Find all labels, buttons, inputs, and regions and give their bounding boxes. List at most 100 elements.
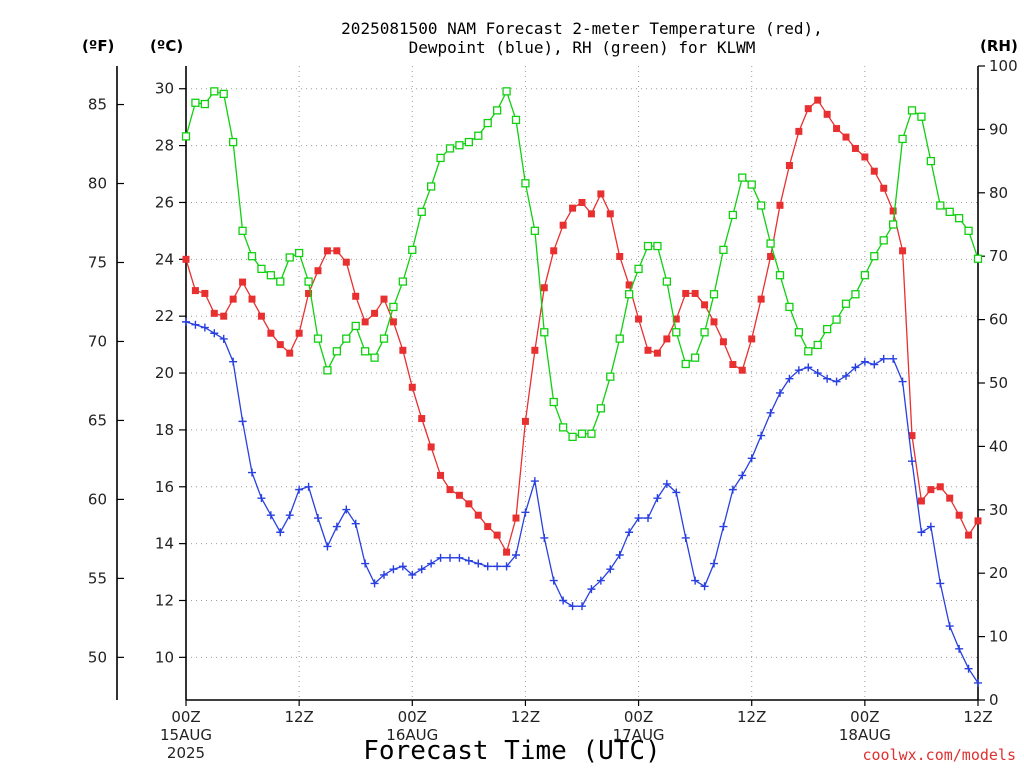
x-tick-label: 12Z xyxy=(737,708,766,726)
temperature-point xyxy=(559,221,567,229)
celsius-tick-label: 18 xyxy=(155,421,174,439)
rh-point xyxy=(285,253,294,262)
dewpoint-point xyxy=(446,553,454,562)
temperature-point xyxy=(389,318,397,326)
dewpoint-point xyxy=(521,508,530,517)
temperature-point xyxy=(701,301,709,309)
temperature-point xyxy=(682,289,690,297)
dewpoint-point xyxy=(926,522,935,531)
dewpoint-point xyxy=(964,664,973,673)
rh-point xyxy=(917,112,926,121)
chart-title-line2: Dewpoint (blue), RH (green) for KLWM xyxy=(409,38,756,57)
temperature-point xyxy=(493,531,501,539)
rh-point xyxy=(464,137,474,147)
dewpoint-point xyxy=(889,354,898,363)
rh-point xyxy=(794,328,804,337)
rh-point xyxy=(540,328,549,337)
rh-tick-label: 60 xyxy=(989,311,1008,329)
temperature-point xyxy=(314,267,322,275)
fahrenheit-tick-label: 55 xyxy=(88,569,107,587)
temperature-point xyxy=(380,295,388,303)
dewpoint-point xyxy=(323,542,332,551)
rh-tick-label: 0 xyxy=(989,691,999,709)
celsius-unit-label: (ºC) xyxy=(150,37,183,55)
rh-tick-label: 100 xyxy=(989,57,1018,75)
temperature-point xyxy=(531,346,539,354)
fahrenheit-tick-label: 60 xyxy=(88,490,107,508)
dewpoint-point xyxy=(351,519,360,528)
rh-point xyxy=(747,180,756,189)
celsius-tick-label: 16 xyxy=(155,478,174,496)
rh-point xyxy=(294,248,304,258)
fahrenheit-tick-label: 85 xyxy=(88,96,107,114)
dewpoint-point xyxy=(389,565,398,574)
dewpoint-point xyxy=(823,374,832,383)
rh-point xyxy=(492,106,502,115)
rh-point xyxy=(276,277,285,286)
temperature-point xyxy=(257,312,265,320)
x-tick-label: 2025 xyxy=(167,744,205,762)
temperature-point xyxy=(201,289,209,297)
axes xyxy=(116,66,979,701)
temperature-point xyxy=(182,255,190,263)
dewpoint-point xyxy=(870,360,879,369)
rh-point xyxy=(888,220,898,229)
temperature-point xyxy=(295,329,303,337)
temperature-point xyxy=(550,247,558,255)
dewpoint-point xyxy=(917,528,926,537)
rh-point xyxy=(804,347,813,356)
dewpoint-point xyxy=(766,408,775,417)
temperature-point xyxy=(965,531,973,539)
temperature-point xyxy=(625,281,633,289)
dewpoint-point xyxy=(568,602,577,611)
temperature-point xyxy=(917,497,925,505)
dewpoint-point xyxy=(332,522,341,531)
temperature-line xyxy=(185,99,979,554)
temperature-point xyxy=(814,96,822,104)
temperature-point xyxy=(899,247,907,255)
rh-point xyxy=(323,366,332,375)
temperature-point xyxy=(427,443,435,451)
rh-point xyxy=(549,397,558,407)
dewpoint-point xyxy=(191,320,200,329)
dewpoint-point xyxy=(634,514,643,523)
rh-point xyxy=(511,115,521,125)
temperature-point xyxy=(333,247,341,255)
temperature-point xyxy=(239,278,247,286)
temperature-point xyxy=(276,341,284,349)
rh-point xyxy=(332,347,342,356)
dewpoint-point xyxy=(370,579,379,588)
temperature-point xyxy=(342,258,350,266)
rh-point xyxy=(200,99,210,109)
rh-point xyxy=(558,423,568,432)
rh-point xyxy=(502,87,511,96)
dewpoint-point xyxy=(408,570,417,579)
temperature-point xyxy=(191,287,199,295)
rh-point xyxy=(210,87,219,96)
dewpoint-point xyxy=(502,562,511,571)
temperature-point xyxy=(446,486,454,494)
dewpoint-point xyxy=(210,329,219,338)
dewpoint-point xyxy=(455,553,464,562)
rh-point xyxy=(219,89,228,99)
temperature-point xyxy=(729,361,737,369)
temperature-point xyxy=(616,252,624,260)
dewpoint-point xyxy=(276,528,285,537)
temperature-point xyxy=(757,295,765,303)
temperature-point xyxy=(955,511,963,519)
rh-point xyxy=(898,134,907,144)
rh-point xyxy=(766,239,775,248)
temperature-point xyxy=(220,312,228,320)
temperature-point xyxy=(305,289,313,297)
rh-point xyxy=(860,271,870,280)
chart-title-line1: 2025081500 NAM Forecast 2-meter Temperat… xyxy=(341,19,823,38)
temperature-point xyxy=(569,204,577,212)
rh-point xyxy=(398,277,408,286)
temperature-point xyxy=(323,247,331,255)
rh-point xyxy=(672,328,681,337)
dewpoint-point xyxy=(785,374,794,383)
rh-tick-label: 90 xyxy=(989,120,1008,138)
celsius-tick-label: 24 xyxy=(155,250,174,268)
x-tick-label: 16AUG xyxy=(386,726,438,744)
